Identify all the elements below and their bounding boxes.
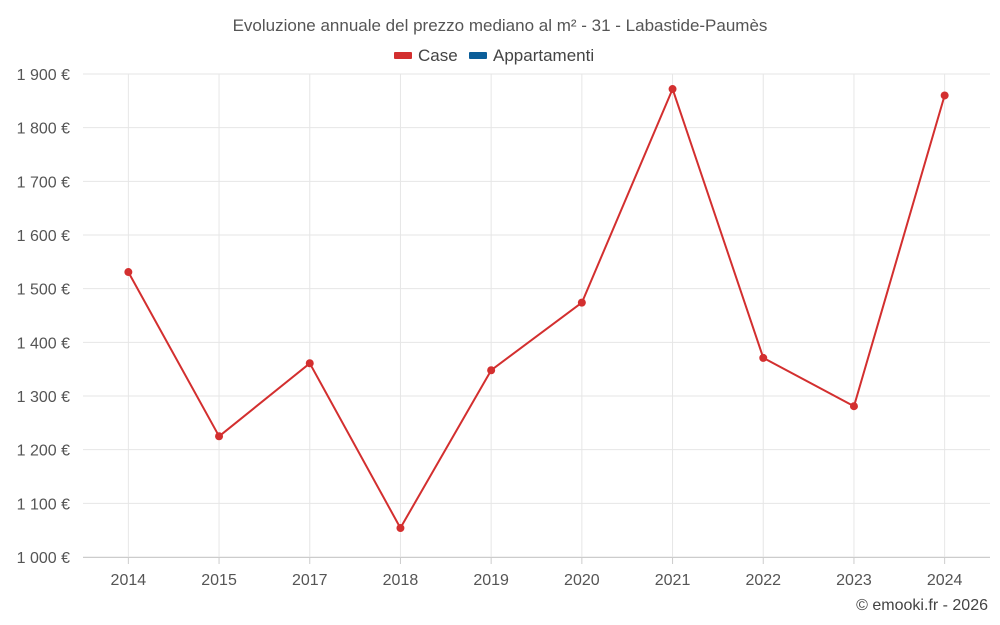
data-point[interactable]: [396, 524, 405, 533]
series-line-1: [127, 88, 946, 529]
y-tick-label: 1 900 €: [17, 67, 70, 84]
data-point[interactable]: [215, 432, 224, 441]
x-axis: 2014 2015 2017 2018 2019 2020 2021 2022 2023 2024: [83, 557, 990, 589]
x-tick-label: 2020: [564, 572, 600, 589]
y-tick-label: 1 500 €: [17, 282, 70, 299]
data-point[interactable]: [577, 298, 586, 307]
chart-title: Evoluzione annuale del prezzo mediano al…: [233, 16, 768, 35]
data-point[interactable]: [759, 353, 768, 362]
x-tick-label: 2015: [201, 572, 237, 589]
x-tick-label: 2022: [745, 572, 781, 589]
legend-swatch: [469, 52, 487, 59]
legend-label: Case: [418, 46, 458, 65]
x-tick-label: 2017: [292, 572, 328, 589]
legend-item-2[interactable]: Appartamenti: [469, 46, 594, 65]
x-tick-label: 2018: [383, 572, 419, 589]
legend: Case Appartamenti: [394, 46, 594, 65]
x-tick-label: 2019: [473, 572, 509, 589]
data-point[interactable]: [124, 268, 133, 277]
y-tick-label: 1 300 €: [17, 389, 70, 406]
y-tick-label: 1 000 €: [17, 550, 70, 567]
y-tick-label: 1 800 €: [17, 121, 70, 138]
data-point[interactable]: [487, 366, 496, 375]
x-tick-label: 2014: [111, 572, 147, 589]
data-point[interactable]: [668, 85, 677, 94]
y-tick-label: 1 700 €: [17, 174, 70, 191]
y-tick-label: 1 200 €: [17, 443, 70, 460]
x-tick-label: 2024: [927, 572, 963, 589]
credit-text: © emooki.fr - 2026: [856, 597, 988, 614]
legend-item-1[interactable]: Case: [394, 46, 458, 65]
data-point[interactable]: [849, 402, 858, 411]
x-tick-label: 2023: [836, 572, 872, 589]
y-tick-label: 1 600 €: [17, 228, 70, 245]
y-tick-label: 1 400 €: [17, 335, 70, 352]
data-point[interactable]: [940, 91, 949, 100]
y-axis: 1 000 € 1 100 € 1 200 € 1 300 € 1 400 € 1 500…: [17, 67, 70, 567]
x-tick-label: 2021: [655, 572, 691, 589]
legend-swatch: [394, 52, 412, 59]
data-point[interactable]: [305, 359, 314, 368]
legend-label: Appartamenti: [493, 46, 594, 65]
series: [124, 85, 949, 533]
y-tick-label: 1 100 €: [17, 496, 70, 513]
grid: [83, 73, 990, 558]
